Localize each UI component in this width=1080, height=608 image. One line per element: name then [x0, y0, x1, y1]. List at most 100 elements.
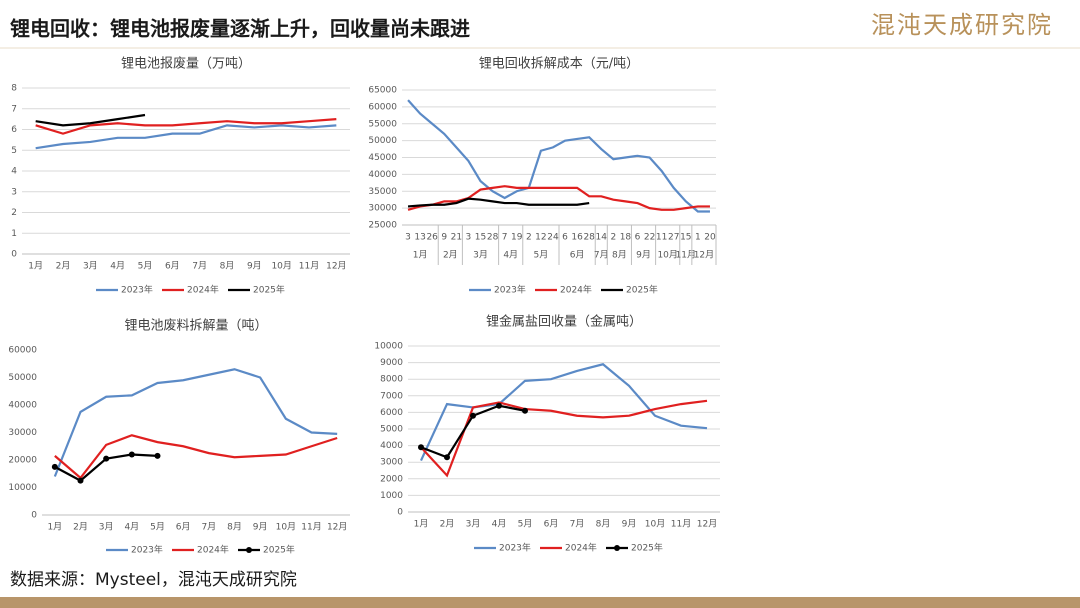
y-tick-label: 50000 [368, 136, 397, 146]
series-marker [470, 412, 476, 419]
series-marker [128, 451, 135, 458]
legend-marker [614, 545, 620, 551]
x-tick-label: 6月 [176, 522, 191, 533]
x-tick-label: 1月 [28, 261, 43, 272]
x-tick-label: 28 [487, 233, 499, 243]
y-tick-label: 7 [11, 104, 17, 114]
x-group-label: 10月 [657, 250, 677, 261]
x-group-label: 12月 [694, 250, 714, 261]
x-tick-label: 10月 [276, 522, 296, 533]
x-tick-label: 6月 [544, 519, 559, 530]
x-tick-label: 11 [656, 233, 667, 243]
y-tick-label: 3000 [380, 458, 403, 468]
x-tick-label: 12月 [327, 522, 347, 533]
y-tick-label: 6 [11, 125, 17, 135]
x-tick-label: 7月 [192, 261, 207, 272]
y-tick-label: 50000 [8, 373, 37, 383]
x-group-label: 2月 [443, 250, 458, 261]
series-line [35, 118, 337, 135]
x-tick-label: 21 [451, 233, 462, 243]
x-tick-label: 3月 [83, 261, 98, 272]
x-tick-label: 22 [644, 233, 655, 243]
x-group-label: 5月 [534, 250, 549, 261]
y-tick-label: 10000 [8, 483, 37, 493]
y-tick-label: 2 [11, 208, 17, 218]
x-tick-label: 4月 [124, 522, 139, 533]
x-tick-label: 11月 [299, 261, 319, 272]
x-group-label: 6月 [570, 250, 585, 261]
x-tick-label: 7月 [570, 519, 585, 530]
x-tick-label: 3月 [99, 522, 114, 533]
x-tick-label: 6月 [165, 261, 180, 272]
slide-title: 锂电回收：锂电池报废量逐渐上升，回收量尚未跟进 [10, 17, 470, 41]
x-tick-label: 9月 [247, 261, 262, 272]
chart-title: 锂电回收拆解成本（元/吨） [479, 57, 639, 72]
series-line [420, 363, 708, 462]
y-tick-label: 3 [11, 187, 17, 197]
x-tick-label: 12月 [697, 519, 717, 530]
x-tick-label: 7 [502, 233, 508, 243]
series-line [35, 124, 337, 150]
legend-label: 2024年 [187, 284, 219, 296]
x-tick-label: 15 [680, 233, 691, 243]
legend-label: 2024年 [565, 542, 597, 554]
x-tick-label: 5月 [150, 522, 165, 533]
x-tick-label: 1 [695, 233, 701, 243]
footer-bar [0, 597, 1080, 608]
x-tick-label: 7月 [201, 522, 216, 533]
x-group-label: 3月 [473, 250, 488, 261]
x-tick-label: 10月 [645, 519, 665, 530]
y-tick-label: 45000 [368, 153, 397, 163]
x-tick-label: 4月 [110, 261, 125, 272]
y-tick-label: 10000 [374, 342, 403, 352]
x-group-label: 7月 [594, 250, 609, 261]
y-tick-label: 40000 [368, 170, 397, 180]
y-tick-label: 2000 [380, 474, 403, 484]
x-tick-label: 27 [668, 233, 679, 243]
series-marker [77, 477, 84, 484]
x-tick-label: 2月 [440, 519, 455, 530]
x-tick-label: 1月 [47, 522, 62, 533]
y-tick-label: 25000 [368, 221, 397, 231]
x-tick-label: 20 [704, 233, 716, 243]
source-note: 数据来源：Mysteel，混沌天成研究院 [10, 570, 297, 590]
x-tick-label: 8月 [220, 261, 235, 272]
x-tick-label: 12月 [326, 261, 346, 272]
y-tick-label: 9000 [380, 358, 403, 368]
series-line [54, 434, 338, 480]
series-marker [496, 402, 502, 409]
x-tick-label: 3 [466, 233, 472, 243]
series-line [420, 399, 708, 478]
x-tick-label: 19 [511, 233, 523, 243]
x-tick-label: 24 [547, 233, 559, 243]
x-tick-label: 11月 [301, 522, 321, 533]
y-tick-label: 1 [11, 229, 17, 239]
legend-label: 2023年 [499, 542, 531, 554]
legend-label: 2023年 [494, 284, 526, 296]
x-tick-label: 9月 [622, 519, 637, 530]
y-tick-label: 4000 [380, 441, 403, 451]
chart-title: 锂金属盐回收量（金属吨） [486, 314, 642, 330]
x-tick-label: 12 [535, 233, 546, 243]
legend-label: 2025年 [253, 284, 285, 296]
y-tick-label: 30000 [368, 204, 397, 214]
x-tick-label: 2 [526, 233, 532, 243]
x-tick-label: 26 [426, 233, 438, 243]
series-marker [51, 463, 58, 470]
series-marker [444, 454, 450, 461]
y-tick-label: 65000 [368, 86, 397, 96]
series-marker [418, 444, 424, 451]
y-tick-label: 55000 [368, 119, 397, 129]
legend-label: 2025年 [263, 544, 295, 556]
x-tick-label: 4月 [492, 519, 507, 530]
series-line [407, 197, 590, 208]
legend-label: 2024年 [197, 544, 229, 556]
x-tick-label: 10月 [271, 261, 291, 272]
y-tick-label: 0 [397, 508, 403, 518]
x-tick-label: 5月 [518, 519, 533, 530]
legend-label: 2025年 [631, 542, 663, 554]
x-group-label: 1月 [413, 250, 428, 261]
x-tick-label: 9月 [253, 522, 268, 533]
x-tick-label: 13 [414, 233, 425, 243]
y-tick-label: 6000 [380, 408, 403, 418]
